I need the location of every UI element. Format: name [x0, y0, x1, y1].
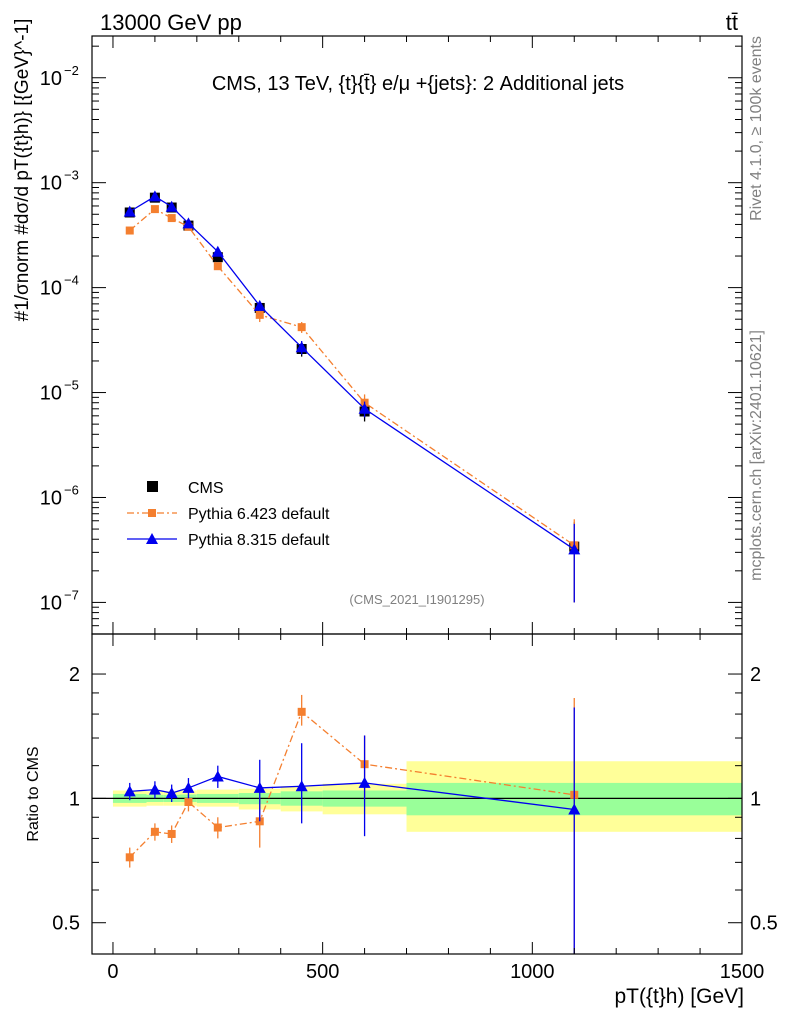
ratio-pythia-8-315-default-point: [568, 803, 581, 815]
ratio-pythia-8-315-default-point: [295, 780, 308, 792]
pythia-8-315-default-point: [123, 205, 136, 217]
x-tick-label: 1000: [510, 961, 555, 983]
pythia-8-315-default-point: [253, 299, 266, 311]
legend-pythia8-marker: [146, 533, 158, 544]
ratio-y-tick-label-right: 1: [750, 788, 761, 810]
main-y-tick-exponent: −4: [64, 273, 79, 288]
main-y-tick-label: 10: [40, 68, 62, 90]
ratio-y-tick-label-left: 2: [69, 664, 80, 686]
pythia-6-423-default-point: [255, 310, 264, 319]
pythia-8-315-default-point: [358, 402, 371, 414]
main-y-tick-label: 10: [40, 278, 62, 300]
ratio-plot-frame: [91, 633, 743, 955]
main-y-tick-label: 10: [40, 487, 62, 509]
ratio-pythia-8-315-default-point: [182, 781, 195, 793]
ratio-pythia-6-423-default-point: [125, 853, 134, 862]
main-y-tick-exponent: −7: [64, 587, 79, 602]
main-y-tick-exponent: −5: [64, 378, 79, 393]
legend-pythia6-label: Pythia 6.423 default: [188, 506, 330, 523]
x-tick-label: 0: [107, 961, 118, 983]
main-y-tick-label: 10: [40, 592, 62, 614]
legend-cms-marker: [147, 481, 158, 492]
main-panel: 10−710−610−510−410−310−2 CMS, 13 TeV, {t…: [12, 19, 743, 635]
ratio-pythia-6-423-default-point: [150, 827, 159, 836]
ratio-y-tick-label-right: 0.5: [750, 913, 778, 935]
ratio-pythia-8-315-default-point: [211, 770, 224, 782]
x-tick-label: 1500: [720, 961, 765, 983]
main-y-axis-label: #1/σnorm #dσ/d pT({t}h)} [{GeV}^-1]: [12, 19, 33, 322]
header-process-label: tt̄: [726, 10, 738, 35]
main-y-tick-label: 10: [40, 383, 62, 405]
pythia-6-423-default-point: [213, 262, 222, 271]
pythia-8-315-default-point: [182, 217, 195, 229]
ratio-panel: 0.5 0.5 1 1 2 2 0 500 1000 1500 Ratio to CMS pT({…: [25, 633, 778, 1008]
pythia-6-423-default-point: [167, 214, 176, 223]
ratio-pythia-6-423-default-line: [129, 710, 575, 858]
ratio-pythia-8-315-default-point: [123, 785, 136, 797]
mcplots-label: mcplots.cern.ch [arXiv:2401.10621]: [748, 330, 765, 581]
ratio-pythia-8-315-default-point: [253, 781, 266, 793]
x-axis-label: pT({t}h) [GeV]: [614, 985, 744, 1008]
pythia-8-315-default-point: [295, 341, 308, 353]
ratio-y-tick-label-left: 0.5: [52, 913, 80, 935]
ratio-pythia-6-423-default-point: [213, 823, 222, 832]
ratio-pythia-6-423-default-point: [297, 707, 306, 716]
legend-pythia8-label: Pythia 8.315 default: [188, 532, 330, 549]
pythia-6-423-default-point: [125, 226, 134, 235]
pythia-6-423-default-point: [150, 205, 159, 214]
ratio-pythia-8-315-default-point: [358, 776, 371, 788]
pythia-6-423-default-point: [297, 323, 306, 332]
header-energy-label: 13000 GeV pp: [100, 10, 242, 35]
legend: CMS Pythia 6.423 default Pythia 8.315 de…: [127, 480, 330, 549]
main-y-tick-exponent: −6: [64, 482, 79, 497]
pythia-8-315-default-point: [568, 543, 581, 555]
plot-title: CMS, 13 TeV, {t}{t̄} e/μ +{jets}: 2 Addi…: [212, 73, 624, 95]
main-y-tick-exponent: −2: [64, 63, 79, 78]
rivet-version-label: Rivet 4.1.0, ≥ 100k events: [748, 36, 765, 221]
ratio-pythia-6-423-default-point: [184, 798, 193, 807]
x-tick-label: 500: [306, 961, 339, 983]
ratio-y-axis-label: Ratio to CMS: [25, 746, 42, 841]
legend-pythia6-marker: [148, 509, 156, 517]
ratio-y-tick-label-right: 2: [750, 664, 761, 686]
legend-cms-label: CMS: [188, 480, 224, 497]
main-y-tick-exponent: −3: [64, 168, 79, 183]
pythia-8-315-default-point: [211, 245, 224, 257]
ratio-y-tick-label-left: 1: [69, 788, 80, 810]
analysis-watermark: (CMS_2021_I1901295): [349, 592, 484, 607]
pythia-8-315-default-point: [165, 200, 178, 212]
pythia-8-315-default-point: [148, 190, 161, 202]
main-y-tick-label: 10: [40, 173, 62, 195]
ratio-pythia-6-423-default-point: [167, 829, 176, 838]
ratio-pythia-8-315-default-point: [165, 787, 178, 799]
ratio-pythia-8-315-default-point: [148, 783, 161, 795]
cms-point: [212, 252, 223, 263]
